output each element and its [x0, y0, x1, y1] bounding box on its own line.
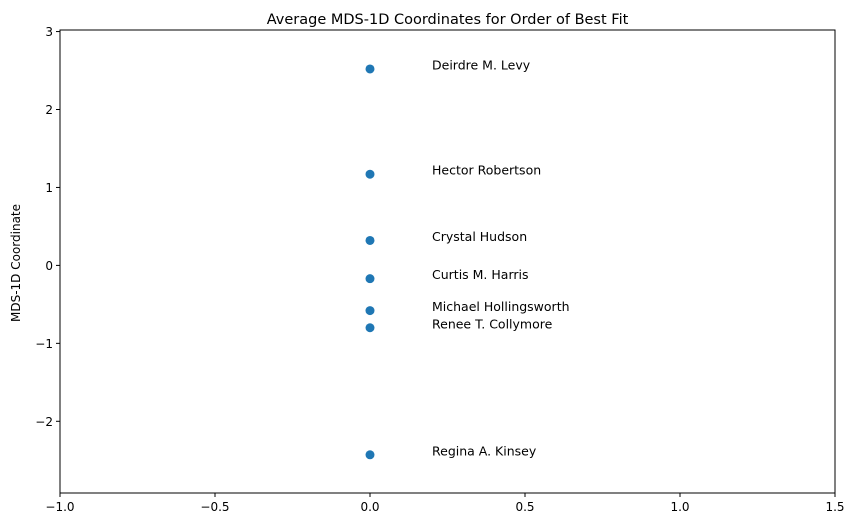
- y-tick-label: 2: [45, 103, 53, 117]
- data-points: [365, 64, 375, 460]
- x-tick-label: 0.5: [515, 500, 534, 514]
- y-tick-label: 0: [45, 259, 53, 273]
- data-point: [365, 169, 375, 179]
- data-point: [365, 323, 375, 333]
- chart-title: Average MDS-1D Coordinates for Order of …: [267, 12, 629, 28]
- point-annotation-label: Deirdre M. Levy: [432, 57, 531, 72]
- plot-frame: [59, 29, 836, 494]
- point-annotation-label: Renee T. Collymore: [432, 316, 553, 331]
- point-annotation-label: Regina A. Kinsey: [432, 443, 537, 458]
- point-annotation-label: Crystal Hudson: [432, 229, 527, 244]
- point-annotation-label: Michael Hollingsworth: [432, 299, 570, 314]
- point-annotations: Deirdre M. Levy Hector Robertson Crystal H…: [432, 57, 570, 458]
- y-axis-label: MDS-1D Coordinate: [9, 204, 23, 322]
- data-point: [365, 274, 375, 284]
- data-point: [365, 450, 375, 460]
- x-axis-ticks: −1.0 −0.5 0.0 0.5 1.0 1.5: [45, 493, 845, 514]
- data-point: [365, 64, 375, 74]
- point-annotation-label: Curtis M. Harris: [432, 267, 528, 282]
- y-tick-label: 1: [45, 181, 53, 195]
- data-point: [365, 235, 375, 245]
- data-point: [365, 306, 375, 316]
- x-tick-label: −1.0: [45, 500, 74, 514]
- x-tick-label: 0.0: [360, 500, 379, 514]
- point-annotation-label: Hector Robertson: [432, 163, 541, 178]
- y-tick-label: 3: [45, 25, 53, 39]
- x-tick-label: −0.5: [200, 500, 229, 514]
- y-tick-label: −1: [35, 337, 53, 351]
- y-axis-ticks: −2 −1 0 1 2 3: [35, 25, 60, 429]
- x-tick-label: 1.0: [670, 500, 689, 514]
- y-tick-label: −2: [35, 415, 53, 429]
- x-tick-label: 1.5: [825, 500, 844, 514]
